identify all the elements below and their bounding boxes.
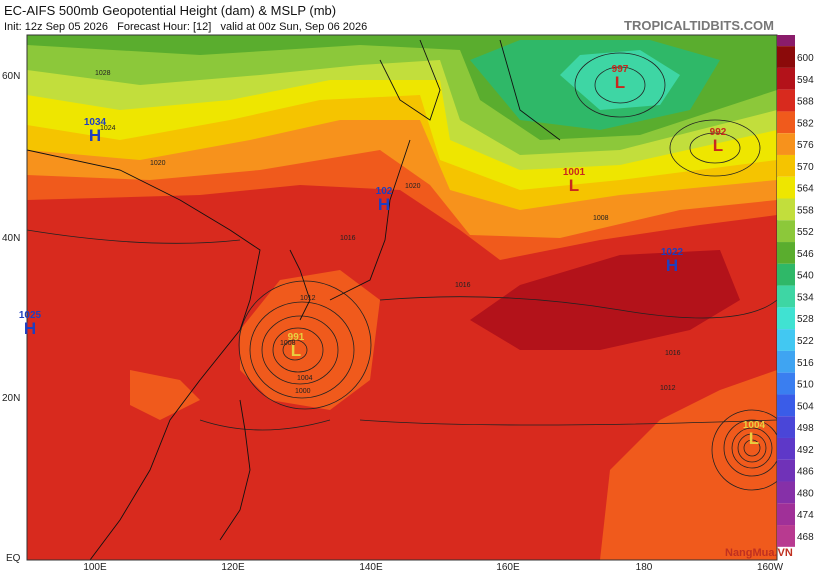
- center-letter: H: [378, 195, 390, 214]
- colorbar-label: 588: [797, 97, 814, 108]
- lat-label: 40N: [2, 233, 20, 244]
- center-letter: L: [749, 429, 759, 448]
- colorbar-label: 570: [797, 162, 814, 173]
- colorbar-label: 516: [797, 358, 814, 369]
- colorbar-label: 510: [797, 380, 814, 391]
- colorbar-swatch: [777, 307, 795, 330]
- title: EC-AIFS 500mb Geopotential Height (dam) …: [4, 3, 336, 18]
- colorbar-label: 480: [797, 488, 814, 499]
- watermark: NangMua.VN: [725, 547, 793, 559]
- isobar-label: 1008: [593, 215, 609, 222]
- colorbar-label: 546: [797, 249, 814, 260]
- colorbar-swatch: [777, 285, 795, 308]
- colorbar-swatch: [777, 459, 795, 482]
- isobar-label: 1012: [660, 385, 676, 392]
- colorbar-swatch: [777, 372, 795, 395]
- isobar-label: 1028: [95, 70, 111, 77]
- isobar-label: 1000: [295, 388, 311, 395]
- center-value: 992: [710, 127, 727, 138]
- pressure-centers: 1034H102H1022H1025H997L992L1001L991L1004…: [19, 64, 766, 448]
- colorbar-label: 534: [797, 292, 814, 303]
- colorbar-swatch: [777, 133, 795, 155]
- colorbar-swatch: [777, 111, 795, 134]
- coastlines: [27, 39, 561, 560]
- center-letter: H: [24, 319, 36, 338]
- subtitle: Init: 12z Sep 05 2026 Forecast Hour: [12…: [4, 21, 367, 33]
- site: TROPICALTIDBITS.COM: [624, 18, 774, 33]
- isobar-label: 1012: [300, 295, 316, 302]
- lon-label: 160W: [757, 562, 784, 573]
- colorbar-swatch: [777, 437, 795, 460]
- colorbar-swatch: [777, 176, 795, 199]
- colorbar-swatch: [777, 481, 795, 504]
- colorbar-swatch: [777, 350, 795, 373]
- colorbar-label: 498: [797, 423, 814, 434]
- colorbar-label: 576: [797, 140, 814, 151]
- isobar-label: 1020: [150, 160, 166, 167]
- isobar-label: 1004: [297, 375, 313, 382]
- colorbar-label: 594: [797, 75, 814, 86]
- colorbar-swatch: [777, 89, 795, 112]
- center-letter: L: [291, 341, 301, 360]
- center-value: 1025: [19, 310, 42, 321]
- lat-label: EQ: [6, 553, 21, 564]
- center-value: 991: [288, 332, 305, 343]
- colorbar-label: 528: [797, 314, 814, 325]
- colorbar-swatch: [777, 242, 795, 264]
- colorbar-swatch: [777, 416, 795, 438]
- center-value: 1001: [563, 167, 586, 178]
- center-value: 102: [376, 186, 393, 197]
- colorbar-top: [777, 35, 795, 46]
- colorbar-swatch: [777, 46, 795, 68]
- center-letter: L: [615, 73, 625, 92]
- center-letter: H: [666, 256, 678, 275]
- colorbar-label: 582: [797, 118, 814, 129]
- colorbar-swatch: [777, 329, 795, 351]
- center-value: 1022: [661, 247, 684, 258]
- center-value: 1004: [743, 420, 766, 431]
- height-field: [27, 35, 777, 560]
- colorbar: 600 594 588 582 576 570 564 558 552 546 540 534 528 5…: [777, 35, 814, 547]
- lon-label: 120E: [221, 562, 245, 573]
- colorbar-label: 600: [797, 53, 814, 64]
- colorbar-label: 552: [797, 227, 814, 238]
- colorbar-label: 468: [797, 532, 814, 543]
- lon-label: 100E: [83, 562, 107, 573]
- lat-label: 20N: [2, 393, 20, 404]
- isobar-label: 1008: [280, 340, 296, 347]
- isobar-label: 1020: [405, 183, 421, 190]
- colorbar-swatch: [777, 503, 795, 526]
- center-value: 1034: [84, 117, 107, 128]
- colorbar-label: 486: [797, 467, 814, 478]
- isobar-label: 1024: [100, 125, 116, 132]
- colorbar-label: 522: [797, 336, 814, 347]
- colorbar-swatch: [777, 525, 795, 547]
- center-letter: L: [569, 176, 579, 195]
- isobar-label: 1016: [340, 235, 356, 242]
- lat-label: 60N: [2, 71, 20, 82]
- colorbar-swatch: [777, 220, 795, 243]
- center-value: 997: [612, 64, 629, 75]
- colorbar-swatch: [777, 394, 795, 417]
- colorbar-swatch: [777, 154, 795, 177]
- colorbar-label: 492: [797, 445, 814, 456]
- colorbar-label: 564: [797, 184, 814, 195]
- colorbar-label: 540: [797, 271, 814, 282]
- isobar-label: 1016: [665, 350, 681, 357]
- center-letter: L: [713, 136, 723, 155]
- colorbar-swatch: [777, 67, 795, 90]
- lon-label: 140E: [359, 562, 383, 573]
- isobar-labels: 1028 1024 1020 1016 1012 1008 1004 1000 1016 1020…: [95, 70, 681, 395]
- isobars: [27, 52, 777, 491]
- colorbar-label: 504: [797, 401, 814, 412]
- colorbar-swatch: [777, 198, 795, 221]
- center-letter: H: [89, 126, 101, 145]
- colorbar-swatch: [777, 263, 795, 286]
- lon-label: 160E: [496, 562, 520, 573]
- isobar-label: 1016: [455, 282, 471, 289]
- colorbar-label: 474: [797, 510, 814, 521]
- lon-label: 180: [636, 562, 653, 573]
- colorbar-label: 558: [797, 205, 814, 216]
